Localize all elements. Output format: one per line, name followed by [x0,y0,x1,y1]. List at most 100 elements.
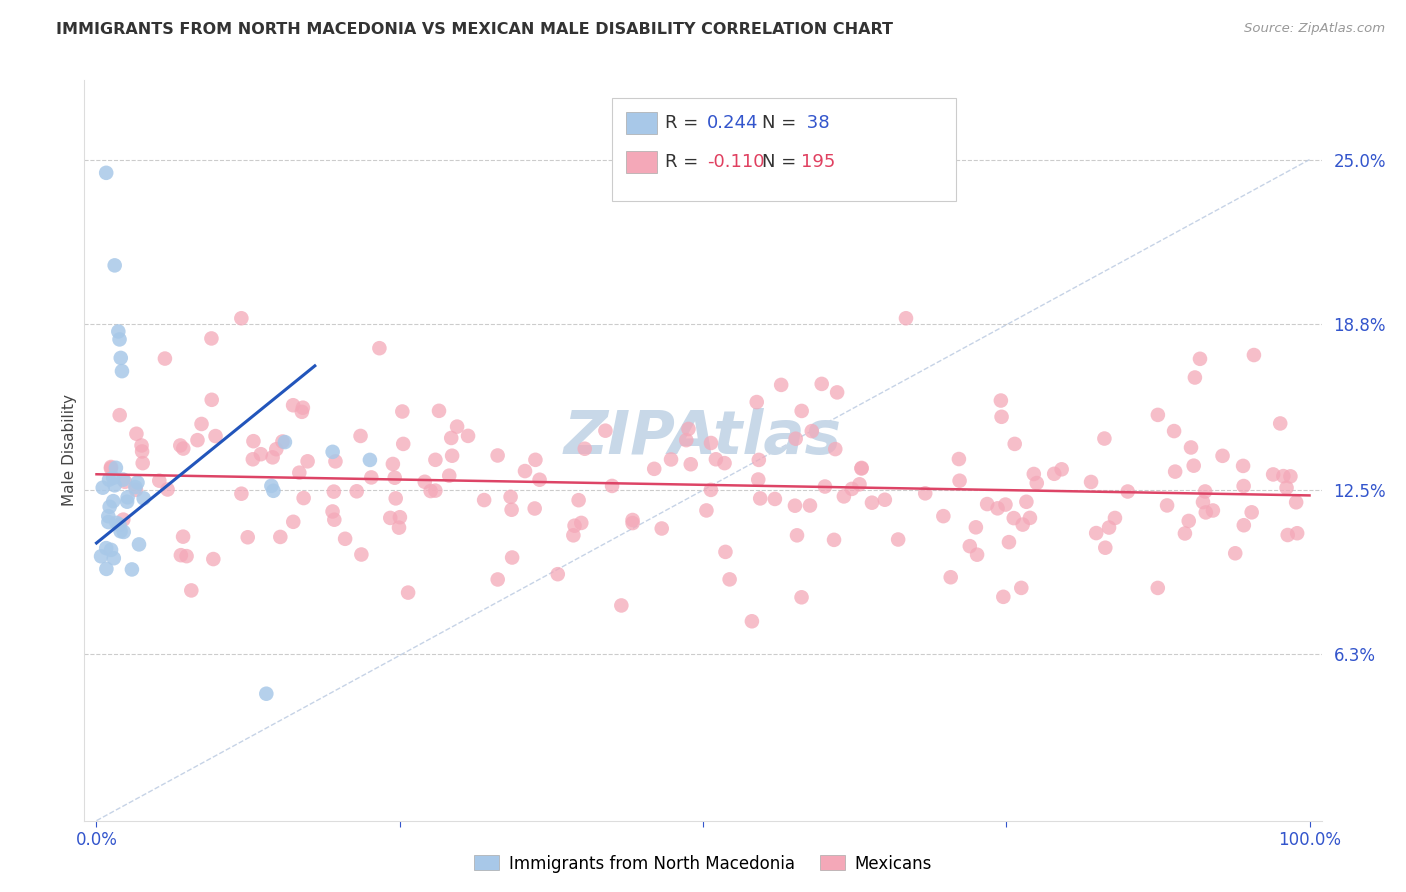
Point [643,462,665,476]
Point [115,494,138,508]
Point [1212,449,1234,463]
Point [1104,511,1126,525]
Point [695,503,717,517]
Point [114,475,136,489]
Point [790,404,813,418]
Point [419,483,441,498]
Text: 0.244: 0.244 [707,114,759,132]
Point [97,515,120,529]
Point [621,516,644,530]
Point [231,486,253,500]
Point [823,533,845,547]
Text: -0.110: -0.110 [707,153,765,171]
Point [131,444,153,458]
Point [1002,511,1025,525]
Point [948,452,970,467]
Point [770,377,793,392]
Point [799,499,821,513]
Point [763,491,786,506]
Point [713,456,735,470]
Point [103,471,125,485]
Point [392,437,415,451]
Point [790,591,813,605]
Point [333,532,356,546]
Point [745,395,768,409]
Point [1194,484,1216,499]
Point [651,521,673,535]
Point [595,424,617,438]
Point [427,404,450,418]
Point [1146,581,1168,595]
Point [800,424,823,438]
Point [125,426,148,441]
Point [127,475,149,490]
Point [1085,526,1108,541]
Point [112,473,135,487]
Point [965,520,987,534]
Point [810,376,832,391]
Point [547,567,569,582]
Point [824,442,846,456]
Point [700,436,723,450]
Point [1174,526,1197,541]
Point [785,432,807,446]
Point [148,474,170,488]
Point [568,493,591,508]
Point [153,351,176,366]
Point [124,480,146,494]
Point [117,491,139,505]
Point [121,562,143,576]
Point [1240,505,1263,519]
Point [97,509,120,524]
Text: R =: R = [665,114,704,132]
Point [1180,441,1202,455]
Point [679,457,702,471]
Point [1022,467,1045,481]
Point [1202,503,1225,517]
Point [322,445,344,459]
Point [322,504,344,518]
Point [90,549,112,564]
Point [1192,495,1215,509]
Point [322,484,344,499]
Point [825,385,848,400]
Point [939,570,962,584]
Point [749,491,772,506]
Point [1043,467,1066,481]
Point [323,513,346,527]
Point [887,533,910,547]
Point [204,429,226,443]
Point [1092,432,1115,446]
Point [948,474,970,488]
Point [700,483,723,497]
Point [990,393,1012,408]
Point [172,442,194,456]
Point [446,419,468,434]
Point [180,583,202,598]
Point [440,431,463,445]
Point [1156,499,1178,513]
Point [894,311,917,326]
Point [110,351,132,365]
Point [747,473,769,487]
Point [441,449,464,463]
Point [381,457,404,471]
Point [236,530,259,544]
Point [262,483,284,498]
Point [96,562,118,576]
Point [675,433,697,447]
Point [260,479,283,493]
Point [360,470,382,484]
Point [1285,495,1308,509]
Point [976,497,998,511]
Point [128,537,150,551]
Point [1188,351,1211,366]
Point [848,477,870,491]
Point [186,433,208,447]
Point [860,496,883,510]
Point [103,551,125,566]
Point [994,498,1017,512]
Point [269,530,291,544]
Point [678,422,700,436]
Point [1098,520,1121,534]
